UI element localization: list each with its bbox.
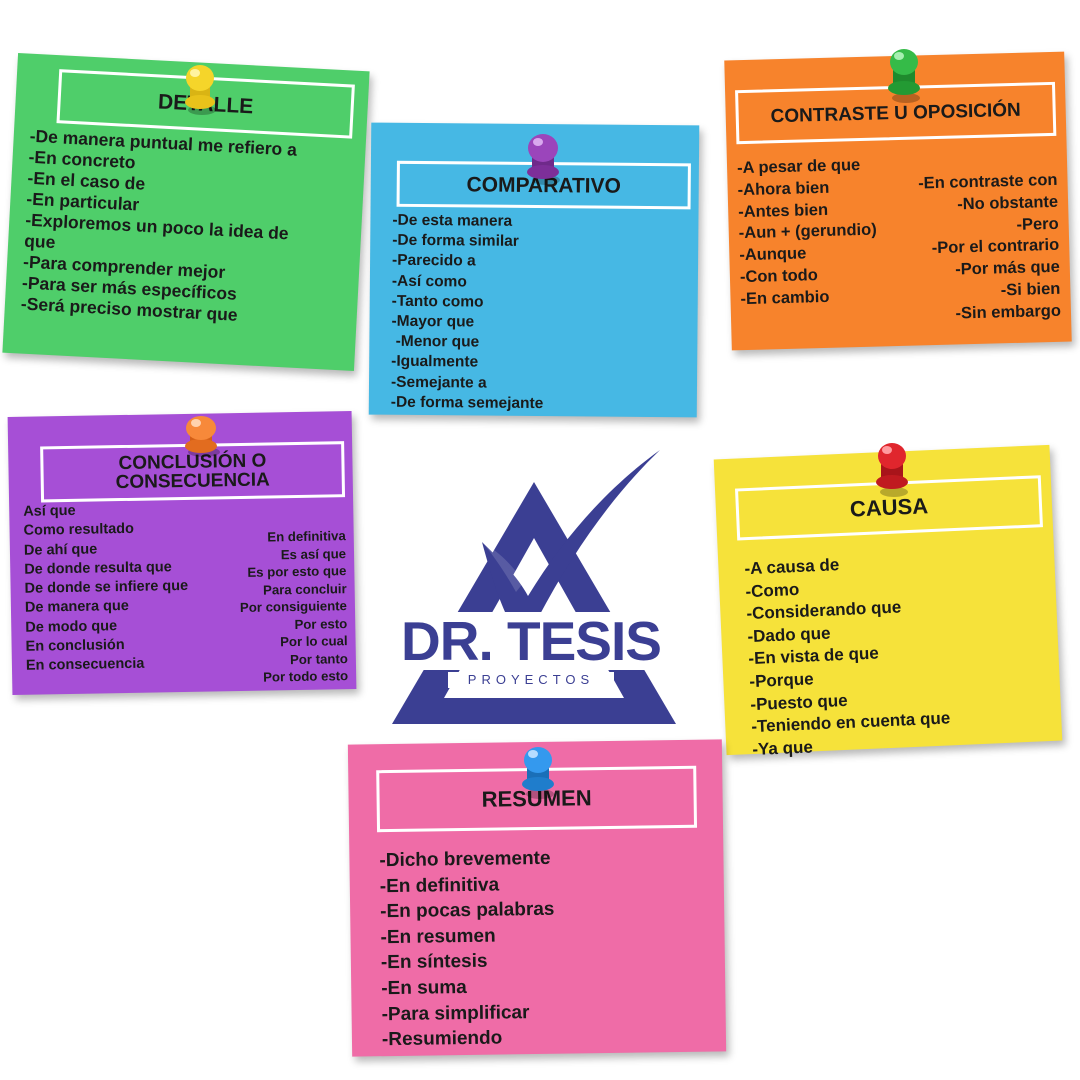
list-item: -Aun + (gerundio) xyxy=(738,220,877,243)
list-item: -Mayor que xyxy=(391,312,475,331)
note-item-list: -Dicho brevemente -En definitiva -En poc… xyxy=(379,846,556,1053)
note-item-list: -A causa de -Como -Considerando que -Dad… xyxy=(744,550,952,762)
note-title-line-2: CONSECUENCIA xyxy=(115,469,270,494)
red-pushpin-icon xyxy=(876,443,908,497)
list-item: -Sin embargo xyxy=(955,301,1062,323)
list-item: Por esto xyxy=(294,615,348,632)
list-item: -Dicho brevemente xyxy=(379,847,551,872)
list-item: -Semejante a xyxy=(390,373,487,392)
list-item: -En definitiva xyxy=(379,874,500,897)
list-item: -En síntesis xyxy=(380,951,488,974)
list-item: En consecuencia xyxy=(25,656,145,675)
logo-subtitle: PROYECTOS xyxy=(448,672,614,688)
list-item: -No obstante xyxy=(957,192,1059,214)
list-item: Para concluir xyxy=(262,580,347,598)
blue-pushpin-icon xyxy=(522,747,554,799)
dr-tesis-logo: DR. TESIS PROYECTOS xyxy=(378,446,684,732)
list-item: Por tanto xyxy=(289,650,348,667)
list-item: -Para simplificar xyxy=(381,1001,530,1025)
note-item-list: -De esta manera -De forma similar -Parec… xyxy=(391,211,545,414)
list-item: Es por esto que xyxy=(247,563,347,580)
list-item: Es así que xyxy=(280,545,347,562)
list-item: En definitiva xyxy=(267,528,346,545)
list-item: De donde se infiere que xyxy=(24,578,189,597)
orange-pushpin-icon xyxy=(185,416,220,457)
list-item: -Parecido a xyxy=(392,252,476,270)
logo-name: DR. TESIS xyxy=(378,612,684,670)
list-item: -Menor que xyxy=(391,332,480,351)
list-item: -De forma semejante xyxy=(390,393,544,412)
list-item: -En resumen xyxy=(380,925,496,948)
list-item: Por todo esto xyxy=(263,668,349,685)
list-item: -De forma similar xyxy=(392,231,519,251)
list-item: Por consiguiente xyxy=(239,598,348,615)
list-item: -En pocas palabras xyxy=(380,898,555,923)
note-item-list-left: Así que Como resultado De ahí que De don… xyxy=(23,500,190,677)
triangle-check-logo-icon xyxy=(392,450,676,724)
list-item: Por lo cual xyxy=(280,633,348,650)
note-item-list-right: -En contraste con -No obstante -Pero -Po… xyxy=(918,170,1061,326)
list-item: -En suma xyxy=(381,976,467,1000)
yellow-pushpin-icon xyxy=(185,65,216,115)
note-item-list-left: -A pesar de que -Ahora bien -Antes bien … xyxy=(737,155,879,311)
list-item: -A pesar de que xyxy=(736,155,861,178)
list-item: -Así como xyxy=(391,272,467,291)
purple-pushpin-icon xyxy=(527,134,560,185)
note-item-list-right: En definitiva Es así que Es por esto que… xyxy=(239,527,349,686)
list-item: -Resumiendo xyxy=(381,1027,503,1051)
list-item: -De esta manera xyxy=(392,211,513,230)
note-item-list: -De manera puntual me refiero a -En conc… xyxy=(20,126,297,329)
green-pushpin-icon xyxy=(888,49,920,103)
list-item: -Igualmente xyxy=(391,353,479,371)
list-item: -Tanto como xyxy=(391,292,484,311)
list-item: -En cambio xyxy=(740,287,830,308)
